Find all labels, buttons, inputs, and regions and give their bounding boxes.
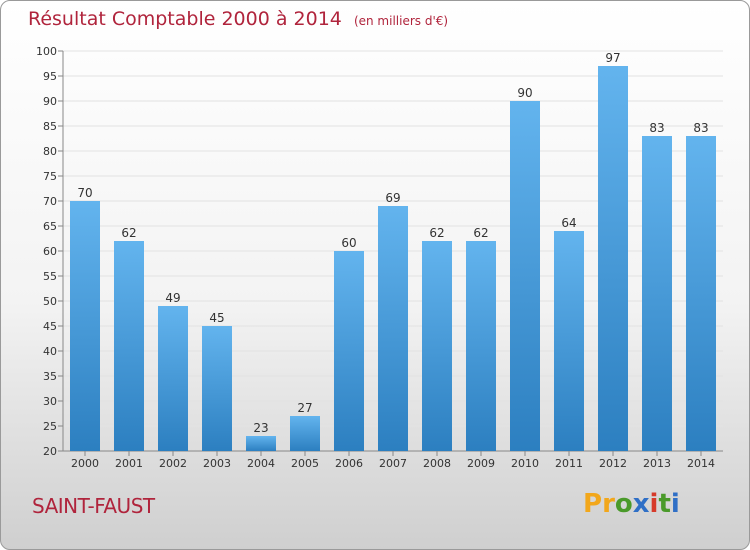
logo-letter: i: [649, 489, 659, 519]
bar: [290, 416, 320, 451]
bar-value-label: 45: [209, 311, 224, 325]
bar: [202, 326, 232, 451]
bar: [686, 136, 716, 451]
logo-letter: o: [614, 489, 633, 519]
y-tick-label: 70: [43, 195, 57, 208]
logo-letter: P: [583, 489, 603, 519]
y-tick-label: 85: [43, 120, 57, 133]
x-tick-label: 2011: [555, 457, 583, 470]
bar-value-label: 49: [165, 291, 180, 305]
bar: [510, 101, 540, 451]
x-tick-label: 2006: [335, 457, 363, 470]
y-tick-label: 50: [43, 295, 57, 308]
x-tick-label: 2004: [247, 457, 275, 470]
bar-value-label: 97: [605, 51, 620, 65]
bar-value-label: 70: [77, 186, 92, 200]
x-tick-label: 2001: [115, 457, 143, 470]
bar-value-label: 64: [561, 216, 576, 230]
y-tick-label: 20: [43, 445, 57, 458]
y-tick-label: 40: [43, 345, 57, 358]
bar-value-label: 62: [473, 226, 488, 240]
y-tick-label: 100: [36, 45, 57, 58]
bar: [422, 241, 452, 451]
bar: [378, 206, 408, 451]
bar: [114, 241, 144, 451]
y-tick-label: 60: [43, 245, 57, 258]
y-tick-label: 90: [43, 95, 57, 108]
x-tick-label: 2007: [379, 457, 407, 470]
bar-value-label: 62: [429, 226, 444, 240]
x-tick-label: 2012: [599, 457, 627, 470]
x-tick-label: 2003: [203, 457, 231, 470]
logo-letter: t: [658, 489, 671, 519]
x-tick-label: 2005: [291, 457, 319, 470]
y-tick-label: 65: [43, 220, 57, 233]
y-tick-label: 30: [43, 395, 57, 408]
proxiti-logo[interactable]: Proxiti: [583, 489, 680, 519]
bar: [70, 201, 100, 451]
bar-value-label: 23: [253, 421, 268, 435]
bar: [598, 66, 628, 451]
logo-letter: r: [602, 489, 615, 519]
bar: [246, 436, 276, 451]
x-tick-label: 2008: [423, 457, 451, 470]
bar: [642, 136, 672, 451]
x-tick-label: 2009: [467, 457, 495, 470]
bar-value-label: 90: [517, 86, 532, 100]
x-tick-label: 2000: [71, 457, 99, 470]
y-tick-label: 80: [43, 145, 57, 158]
bar-value-label: 60: [341, 236, 356, 250]
bar: [466, 241, 496, 451]
x-tick-label: 2013: [643, 457, 671, 470]
x-tick-label: 2014: [687, 457, 715, 470]
chart-title-unit: (en milliers d'€): [353, 14, 449, 28]
y-tick-label: 35: [43, 370, 57, 383]
y-tick-label: 45: [43, 320, 57, 333]
y-tick-label: 25: [43, 420, 57, 433]
y-tick-label: 55: [43, 270, 57, 283]
x-tick-label: 2010: [511, 457, 539, 470]
chart-title-main: Résultat Comptable 2000 à 2014: [28, 8, 342, 30]
town-name: SAINT-FAUST: [32, 494, 155, 518]
logo-letter: x: [632, 489, 650, 519]
bar-value-label: 62: [121, 226, 136, 240]
bar-value-label: 83: [649, 121, 664, 135]
bar: [334, 251, 364, 451]
bar: [554, 231, 584, 451]
bar-value-label: 69: [385, 191, 400, 205]
logo-letter: i: [670, 489, 680, 519]
chart-title: Résultat Comptable 2000 à 2014 (en milli…: [28, 8, 448, 30]
bar-value-label: 27: [297, 401, 312, 415]
y-tick-label: 95: [43, 70, 57, 83]
bar-value-label: 83: [693, 121, 708, 135]
y-tick-label: 75: [43, 170, 57, 183]
bar: [158, 306, 188, 451]
x-tick-label: 2002: [159, 457, 187, 470]
